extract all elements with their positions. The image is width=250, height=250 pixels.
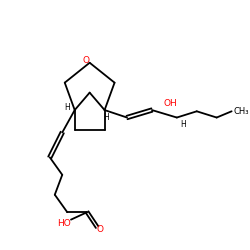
Text: H: H: [103, 112, 109, 122]
Text: O: O: [82, 56, 89, 65]
Text: H: H: [64, 103, 70, 112]
Text: H: H: [180, 120, 186, 130]
Text: HO: HO: [57, 219, 70, 228]
Text: OH: OH: [164, 99, 177, 108]
Text: O: O: [96, 224, 103, 234]
Text: CH₃: CH₃: [233, 107, 249, 116]
